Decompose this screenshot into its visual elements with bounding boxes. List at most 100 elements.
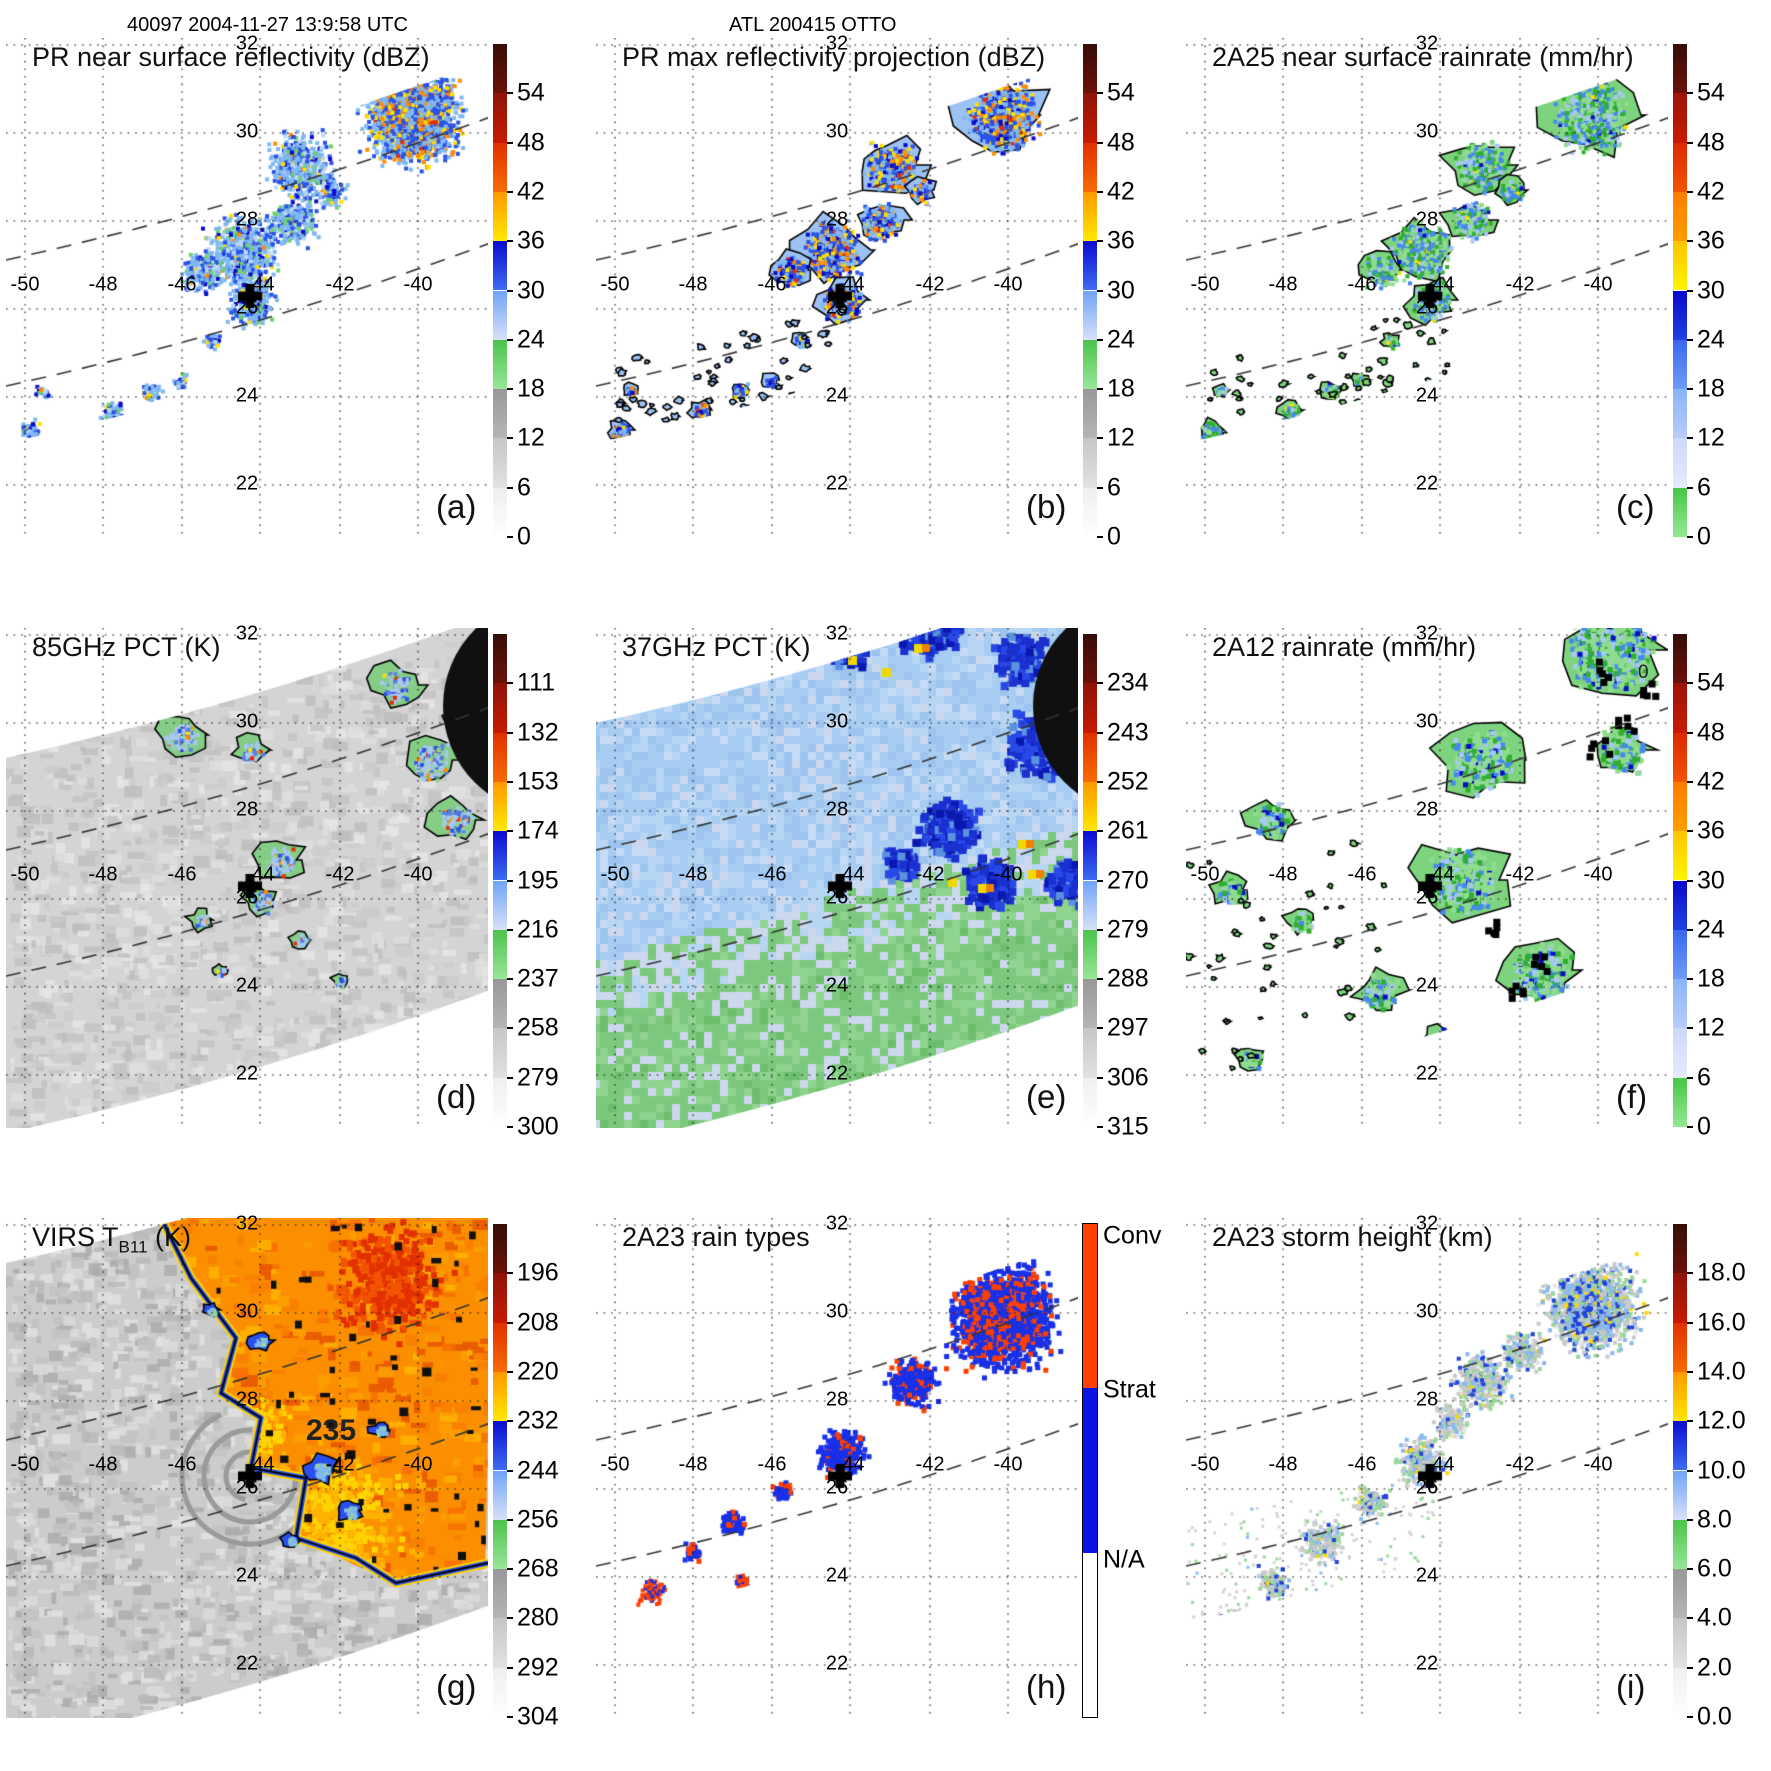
colorbar-tick <box>507 1370 513 1373</box>
colorbar-segment <box>1673 1421 1687 1471</box>
colorbar-tick <box>507 1469 513 1472</box>
panel-g-lat-label-26: 26 <box>235 1476 259 1499</box>
colorbar-tick-label-288: 288 <box>1107 964 1149 993</box>
panel-f-lon-label--42: -42 <box>1505 863 1535 886</box>
colorbar-segment <box>1673 93 1687 143</box>
panel-a-lon-label--40: -40 <box>403 273 433 296</box>
colorbar-tick-label-16.0: 16.0 <box>1697 1308 1746 1337</box>
panel-e-title: 37GHz PCT (K) <box>622 632 811 663</box>
panel-g-lat-label-22: 22 <box>235 1652 259 1675</box>
colorbar-segment <box>1673 191 1687 242</box>
colorbar-segment <box>1673 44 1687 94</box>
colorbar-tick <box>1097 486 1103 489</box>
panel-h-title-part: 2A23 rain types <box>622 1222 810 1252</box>
colorbar-tick-label-48: 48 <box>1107 128 1135 157</box>
colorbar-tick <box>1097 682 1103 685</box>
colorbar-tick-label-0: 0 <box>1697 522 1711 551</box>
panel-e-lon-label--40: -40 <box>993 863 1023 886</box>
colorbar-segment <box>1083 1028 1097 1078</box>
panel-i-letter: (i) <box>1616 1668 1646 1705</box>
colorbar-tick-label-48: 48 <box>517 128 545 157</box>
panel-f-map-canvas <box>1186 628 1668 1128</box>
panel-e-title-part: 37GHz PCT (K) <box>622 632 811 662</box>
panel-a-lat-label-28: 28 <box>235 208 259 231</box>
panel-i-lat-label-24: 24 <box>1415 1564 1439 1587</box>
colorbar-tick <box>1687 437 1693 440</box>
colorbar-tick-label-300: 300 <box>517 1112 559 1141</box>
panel-a-lat-label-22: 22 <box>235 472 259 495</box>
colorbar-segment <box>1083 1224 1097 1389</box>
panel-g-lat-label-32: 32 <box>235 1212 259 1235</box>
panel-f-colorbar: 54 48 42 36 30 24 18 12 6 0 <box>1673 634 1725 1141</box>
colorbar-tick <box>1097 92 1103 95</box>
colorbar-segment <box>493 979 507 1029</box>
colorbar-tick <box>1687 830 1693 833</box>
colorbar-segment <box>1673 389 1687 439</box>
colorbar-segment <box>1673 929 1687 980</box>
colorbar-tick-label-244: 244 <box>517 1456 559 1484</box>
panel-a-lat-label-24: 24 <box>235 384 259 407</box>
colorbar-segment <box>493 1470 507 1520</box>
panel-i-lat-label-28: 28 <box>1415 1388 1439 1411</box>
colorbar-segment <box>1673 487 1687 537</box>
colorbar-segment <box>1673 979 1687 1029</box>
panel-i-lon-label--42: -42 <box>1505 1453 1535 1476</box>
colorbar-tick-label-42: 42 <box>1697 767 1725 796</box>
panel-c-lat-label-30: 30 <box>1415 120 1439 143</box>
panel-g-title-part: B11 <box>118 1237 148 1257</box>
panel-e-lon-label--48: -48 <box>678 863 708 886</box>
colorbar-segment <box>493 1667 507 1717</box>
panel-b-lat-label-22: 22 <box>825 472 849 495</box>
panel-i-lon-label--44: -44 <box>1425 1453 1455 1476</box>
panel-h-lon-label--46: -46 <box>757 1453 787 1476</box>
panel-i-lon-label--46: -46 <box>1347 1453 1377 1476</box>
colorbar-segment <box>1673 1470 1687 1520</box>
panel-h-lat-label-22: 22 <box>825 1652 849 1675</box>
colorbar-tick <box>507 1076 513 1079</box>
colorbar-tick <box>507 1321 513 1324</box>
colorbar-tick-label-174: 174 <box>517 816 559 845</box>
colorbar-segment <box>1673 1667 1687 1717</box>
panel-g-title-part: (K) <box>147 1222 192 1252</box>
panel-h-lat-label-28: 28 <box>825 1388 849 1411</box>
colorbar-tick-label-0.0: 0.0 <box>1697 1702 1732 1731</box>
colorbar-tick <box>1097 731 1103 734</box>
colorbar-segment <box>1083 929 1097 980</box>
colorbar-segment <box>493 44 507 94</box>
colorbar-segment <box>1673 880 1687 930</box>
colorbar-tick-label-42: 42 <box>517 177 545 206</box>
colorbar-segment <box>1673 1371 1687 1422</box>
panel-a-lat-label-32: 32 <box>235 32 259 55</box>
panel-b-map-canvas <box>596 38 1078 538</box>
panel-f-lat-label-22: 22 <box>1415 1062 1439 1085</box>
colorbar-segment <box>1083 683 1097 733</box>
panel-i-lat-label-26: 26 <box>1415 1476 1439 1499</box>
panel-b-lat-label-30: 30 <box>825 120 849 143</box>
colorbar-tick <box>507 486 513 489</box>
colorbar-segment <box>493 389 507 439</box>
colorbar-segment <box>1673 1273 1687 1323</box>
panel-g-colorbar: 196 208 220 232 244 256 268 280 292 304 <box>493 1224 559 1731</box>
colorbar-tick-label-256: 256 <box>517 1505 559 1534</box>
panel-h-lat-label-32: 32 <box>825 1212 849 1235</box>
colorbar-tick <box>1687 92 1693 95</box>
colorbar-tick-label-6: 6 <box>1697 473 1711 502</box>
colorbar-segment <box>1673 1322 1687 1372</box>
panel-a-lat-label-26: 26 <box>235 296 259 319</box>
colorbar-tick <box>1687 289 1693 292</box>
colorbar-segment <box>1083 44 1097 94</box>
colorbar-tick <box>1097 437 1103 440</box>
colorbar-tick <box>1687 190 1693 193</box>
panel-c-map-canvas <box>1186 38 1668 538</box>
colorbar-tick-label-36: 36 <box>1697 226 1725 255</box>
colorbar-label-Strat: Strat <box>1103 1375 1156 1404</box>
colorbar-tick <box>1687 1518 1693 1521</box>
panel-d-lat-label-32: 32 <box>235 622 259 645</box>
panel-b-title-part: PR max reflectivity projection (dBZ) <box>622 42 1046 72</box>
panel-i-map-canvas <box>1186 1218 1668 1718</box>
panel-c-lat-label-32: 32 <box>1415 32 1439 55</box>
colorbar-segment <box>1083 438 1097 488</box>
colorbar-tick <box>1687 780 1693 783</box>
colorbar-tick-label-36: 36 <box>517 226 545 255</box>
colorbar-tick <box>1687 1272 1693 1275</box>
